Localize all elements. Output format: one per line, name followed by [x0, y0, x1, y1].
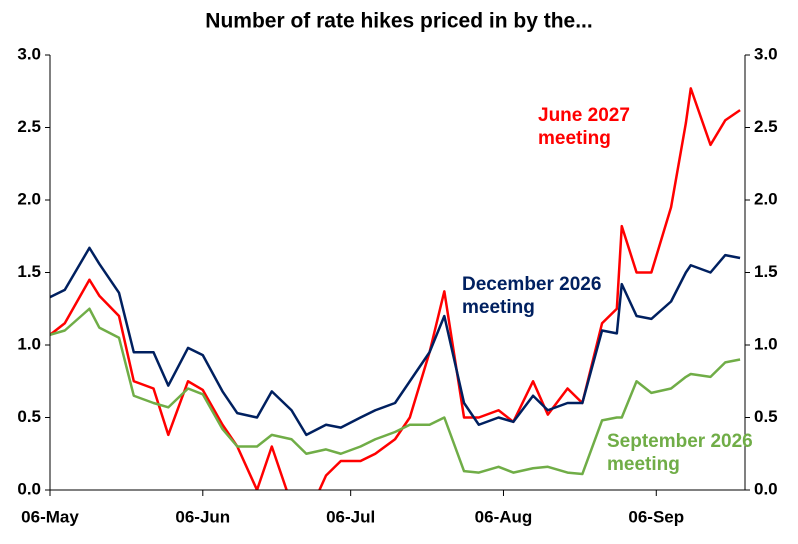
- series-line: [50, 307, 741, 476]
- y2-tick-label: 0.0: [754, 479, 778, 498]
- y-tick-label: 3.0: [17, 44, 41, 63]
- y-tick-label: 1.0: [17, 334, 41, 353]
- y2-tick-label: 3.0: [754, 44, 778, 63]
- y2-tick-label: 0.5: [754, 407, 778, 426]
- y-tick-label: 0.0: [17, 479, 41, 498]
- y2-tick-label: 2.0: [754, 189, 778, 208]
- y2-tick-label: 1.0: [754, 334, 778, 353]
- y-tick-label: 1.5: [17, 262, 41, 281]
- chart-title: Number of rate hikes priced in by the...: [205, 10, 592, 33]
- series-label: September 2026 meeting: [607, 431, 753, 475]
- y-tick-label: 2.0: [17, 189, 41, 208]
- x-tick-label: 06-Sep: [628, 507, 684, 526]
- x-tick-label: 06-Jun: [175, 507, 230, 526]
- x-tick-label: 06-Jul: [326, 507, 375, 526]
- y2-tick-label: 2.5: [754, 117, 778, 136]
- series-line: [50, 87, 741, 490]
- x-tick-label: 06-Aug: [475, 507, 533, 526]
- y-tick-label: 0.5: [17, 407, 41, 426]
- y-tick-label: 2.5: [17, 117, 41, 136]
- x-tick-label: 06-May: [21, 507, 79, 526]
- series-label: December 2026 meeting: [462, 274, 602, 318]
- plot-area: [50, 87, 741, 490]
- series-label: June 2027 meeting: [538, 105, 630, 149]
- y2-tick-label: 1.5: [754, 262, 778, 281]
- series-line: [50, 246, 741, 437]
